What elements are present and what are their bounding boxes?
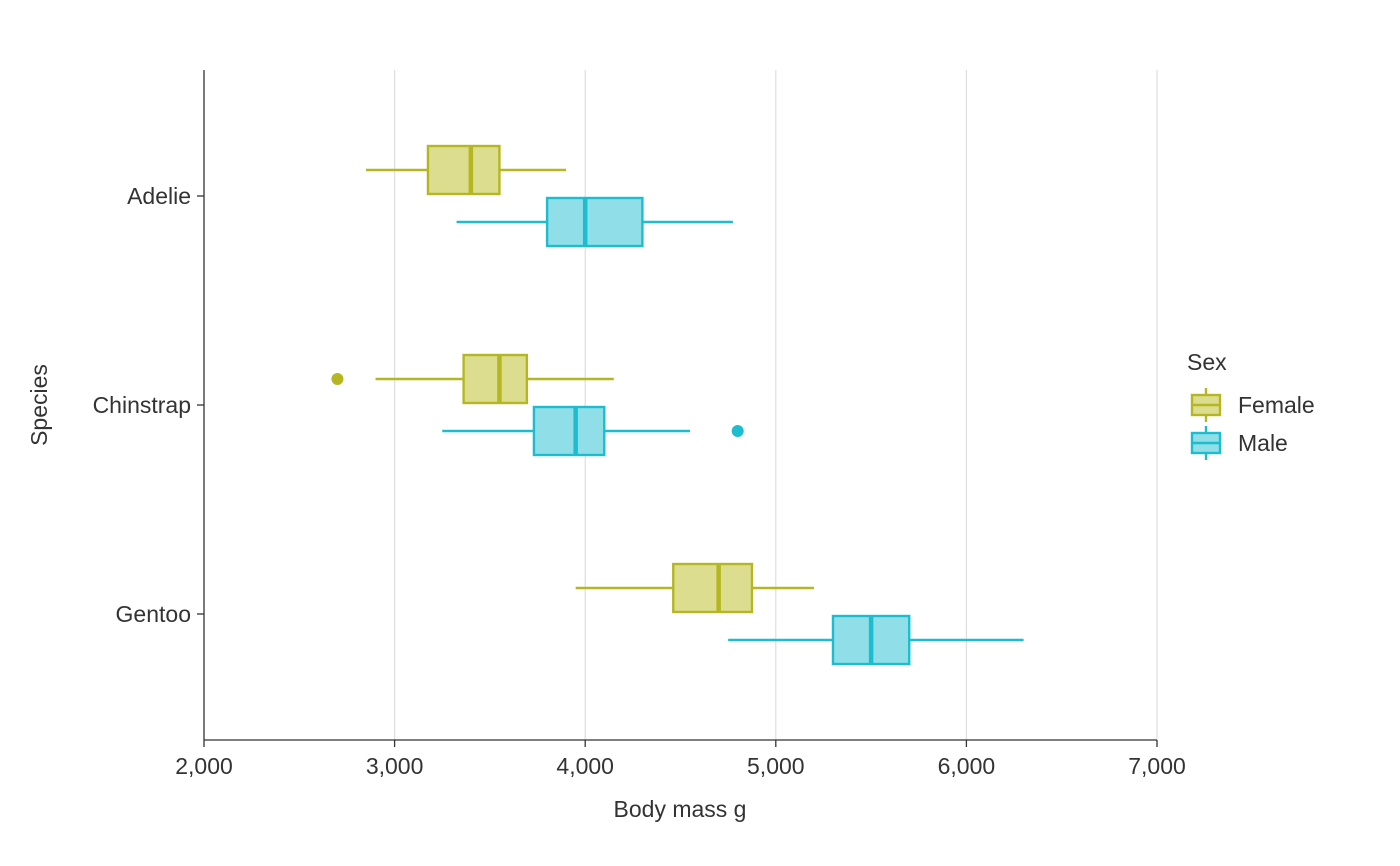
y-tick-label: Adelie	[127, 183, 191, 209]
outlier-point	[731, 425, 744, 437]
legend-label: Male	[1238, 430, 1288, 456]
box	[532, 405, 606, 457]
x-tick-label: 4,000	[556, 753, 614, 779]
x-tick-label: 6,000	[938, 753, 996, 779]
legend-title: Sex	[1187, 349, 1227, 375]
box	[545, 196, 644, 248]
boxplot-series	[331, 144, 1024, 666]
series-male	[442, 196, 1024, 666]
x-tick-label: 5,000	[747, 753, 805, 779]
legend-key-female	[1190, 388, 1222, 422]
x-tick-label: 3,000	[366, 753, 424, 779]
y-tick-label: Gentoo	[116, 601, 191, 627]
legend-key-male	[1190, 426, 1222, 460]
y-tick-label: Chinstrap	[93, 392, 191, 418]
box	[426, 144, 501, 196]
x-axis-title: Body mass g	[614, 796, 747, 822]
series-female	[331, 144, 814, 614]
box	[462, 353, 529, 405]
legend: Sex Female Male	[1187, 349, 1315, 460]
gridlines	[394, 70, 1158, 740]
y-axis-title: Species	[26, 364, 52, 446]
x-tick-label: 2,000	[175, 753, 233, 779]
x-tick-label: 7,000	[1128, 753, 1186, 779]
x-axis-ticks: 2,000 3,000 4,000 5,000 6,000 7,000	[175, 740, 1186, 779]
outlier-point	[331, 373, 344, 385]
box	[672, 562, 754, 614]
legend-label: Female	[1238, 392, 1315, 418]
y-axis-ticks: Adelie Chinstrap Gentoo	[93, 183, 204, 627]
